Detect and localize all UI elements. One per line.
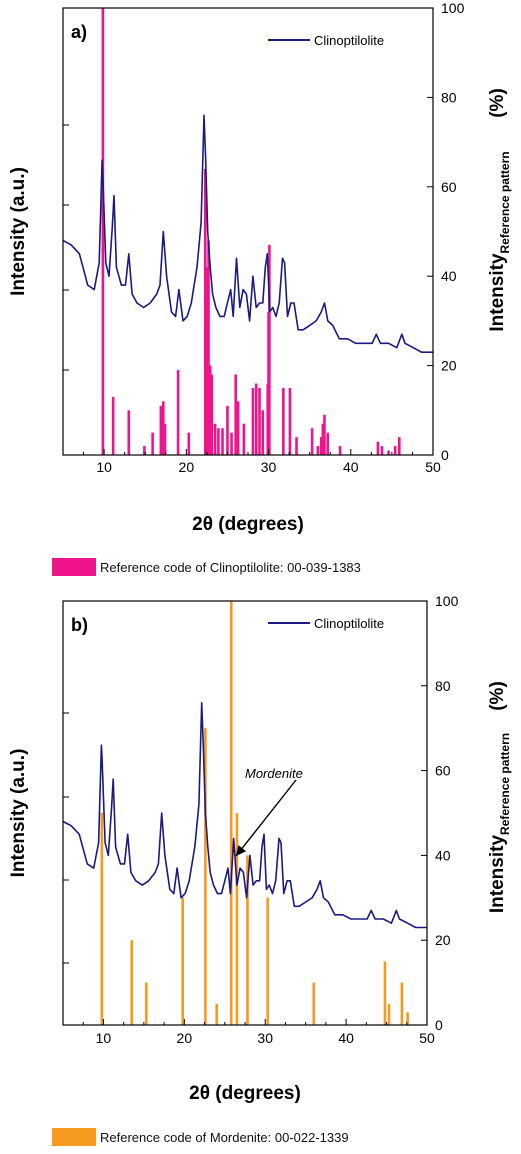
y-right-tick-label-a: 60: [441, 179, 457, 195]
legend-label-b: Clinoptilolite: [314, 616, 384, 631]
xrd-pattern-line-b: [62, 702, 427, 929]
reference-legend-b-label: Reference code of Mordenite: 00-022-1339: [100, 1129, 349, 1145]
x-tick-label-a: 20: [179, 459, 195, 475]
x-tick-label-b: 20: [177, 1030, 193, 1046]
x-tick-label-b: 40: [338, 1030, 354, 1046]
y-right-tick-label-a: 40: [441, 268, 457, 284]
y-right-label-main-a: Intensity: [487, 253, 508, 332]
panel-label-b: b): [71, 615, 88, 635]
x-axis-label-b: 2θ (degrees): [189, 1083, 301, 1104]
y-right-tick-label-b: 40: [435, 847, 451, 863]
reference-swatch-b: [52, 1128, 96, 1146]
y-right-axis-unit-a: (%): [487, 88, 508, 118]
x-tick-label-a: 10: [96, 459, 112, 475]
y-right-axis-label-b: IntensityReference pattern: [487, 733, 512, 913]
y-right-tick-label-b: 60: [435, 763, 451, 779]
y-right-tick-label-a: 80: [441, 89, 457, 105]
y-right-tick-label-b: 20: [435, 932, 451, 948]
y-left-axis-label-a: Intensity (a.u.): [8, 167, 29, 296]
panel-label-a: a): [71, 22, 87, 42]
y-right-label-sub-b: Reference pattern: [498, 733, 512, 835]
x-tick-label-a: 30: [261, 459, 277, 475]
annotation-label: Mordenite: [245, 766, 303, 781]
plot-frame-b: [62, 600, 428, 1026]
y-right-axis-unit-b: (%): [487, 681, 508, 711]
legend-label-a: Clinoptilolite: [314, 33, 384, 48]
y-right-tick-label-a: 0: [441, 447, 449, 463]
y-right-label-sub-a: Reference pattern: [498, 151, 512, 253]
reference-legend-a: Reference code of Clinoptilolite: 00-039…: [52, 558, 361, 576]
annotation-arrow-shaft: [235, 779, 297, 857]
reference-legend-b: Reference code of Mordenite: 00-022-1339: [52, 1128, 349, 1146]
y-right-tick-label-b: 80: [435, 678, 451, 694]
x-tick-label-b: 10: [96, 1030, 112, 1046]
plot-frame-a: [62, 7, 434, 456]
x-tick-label-b: 50: [419, 1030, 435, 1046]
y-right-axis-label-a: IntensityReference pattern: [487, 151, 512, 331]
y-right-tick-label-a: 100: [441, 0, 465, 16]
y-left-axis-label-b: Intensity (a.u.): [8, 749, 29, 878]
annotation-arrow-head: [236, 845, 247, 856]
x-tick-label-a: 40: [343, 459, 359, 475]
y-right-tick-label-b: 0: [435, 1017, 443, 1033]
reference-swatch-a: [52, 558, 96, 576]
y-right-tick-label-b: 100: [435, 593, 459, 609]
y-right-label-main-b: Intensity: [487, 835, 508, 914]
x-tick-label-b: 30: [257, 1030, 273, 1046]
x-tick-label-a: 50: [425, 459, 441, 475]
xrd-pattern-line-a: [62, 114, 433, 353]
reference-legend-a-label: Reference code of Clinoptilolite: 00-039…: [100, 559, 361, 575]
x-axis-label-a: 2θ (degrees): [192, 514, 304, 535]
y-right-tick-label-a: 20: [441, 358, 457, 374]
